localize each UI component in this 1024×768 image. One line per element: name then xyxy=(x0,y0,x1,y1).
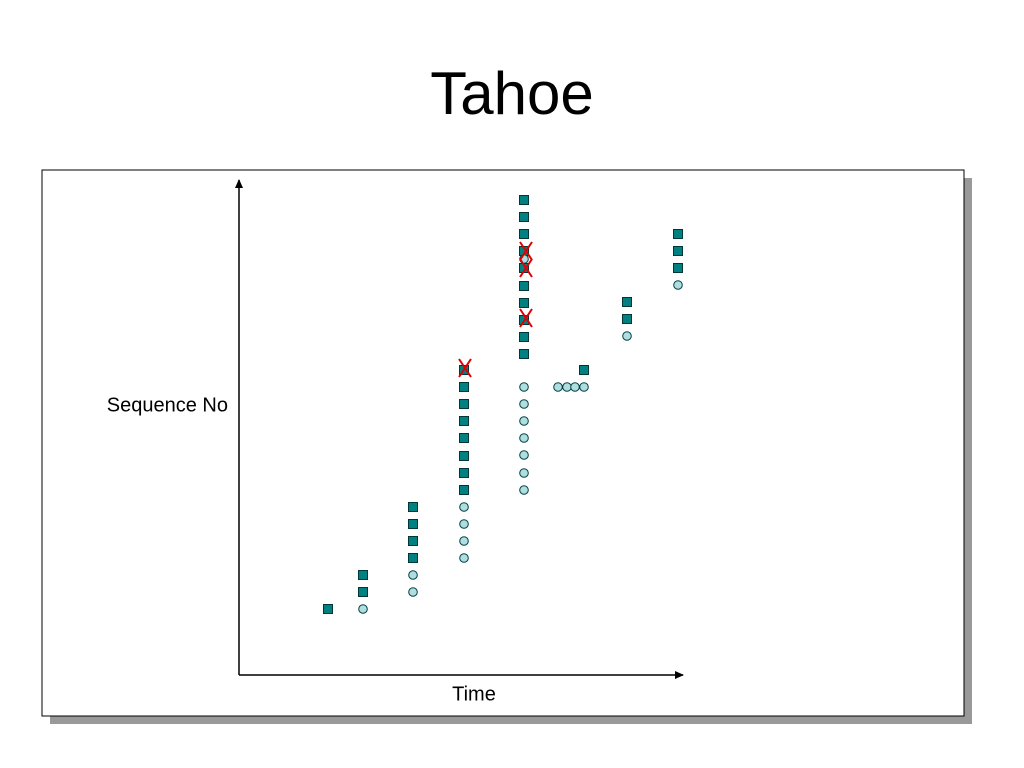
ack-circle xyxy=(519,485,529,495)
packet-square xyxy=(519,195,529,205)
slide-title: Tahoe xyxy=(430,60,593,127)
ack-circle xyxy=(519,433,529,443)
packet-square xyxy=(408,553,418,563)
ack-circle xyxy=(570,382,580,392)
packet-square xyxy=(519,349,529,359)
packet-square xyxy=(673,246,683,256)
frame xyxy=(41,169,965,717)
packet-square xyxy=(459,399,469,409)
packet-marks xyxy=(323,195,683,614)
packet-square xyxy=(673,229,683,239)
ack-circle xyxy=(519,468,529,478)
ack-circle xyxy=(519,399,529,409)
packet-square xyxy=(358,587,368,597)
packet-square xyxy=(622,314,632,324)
packet-square xyxy=(459,451,469,461)
packet-square xyxy=(579,365,589,375)
ack-circle xyxy=(579,382,589,392)
ack-circle xyxy=(459,553,469,563)
packet-square xyxy=(459,485,469,495)
packet-square xyxy=(459,416,469,426)
packet-square xyxy=(459,433,469,443)
packet-square xyxy=(519,298,529,308)
ack-circle xyxy=(553,382,563,392)
packet-square xyxy=(519,229,529,239)
ack-circle xyxy=(459,536,469,546)
packet-square xyxy=(459,382,469,392)
packet-square xyxy=(673,263,683,273)
packet-square xyxy=(519,281,529,291)
x-axis-label: Time xyxy=(452,683,496,705)
ack-circle xyxy=(459,519,469,529)
ack-circle xyxy=(673,280,683,290)
packet-square xyxy=(358,570,368,580)
ack-circle xyxy=(622,331,632,341)
loss-x xyxy=(458,358,472,378)
ack-circle xyxy=(408,587,418,597)
loss-x xyxy=(519,241,533,261)
packet-square xyxy=(519,212,529,222)
ack-circle xyxy=(519,450,529,460)
packet-square xyxy=(408,502,418,512)
packet-square xyxy=(408,536,418,546)
y-axis-label: Sequence No xyxy=(107,394,228,416)
packet-square xyxy=(459,468,469,478)
packet-square xyxy=(323,604,333,614)
ack-circle xyxy=(459,502,469,512)
packet-square xyxy=(408,519,418,529)
ack-circle xyxy=(358,604,368,614)
loss-x xyxy=(519,258,533,278)
ack-circle xyxy=(519,416,529,426)
packet-square xyxy=(519,332,529,342)
ack-circle xyxy=(408,570,418,580)
ack-circle xyxy=(519,382,529,392)
packet-square xyxy=(622,297,632,307)
ack-circle xyxy=(562,382,572,392)
loss-x xyxy=(519,308,533,328)
